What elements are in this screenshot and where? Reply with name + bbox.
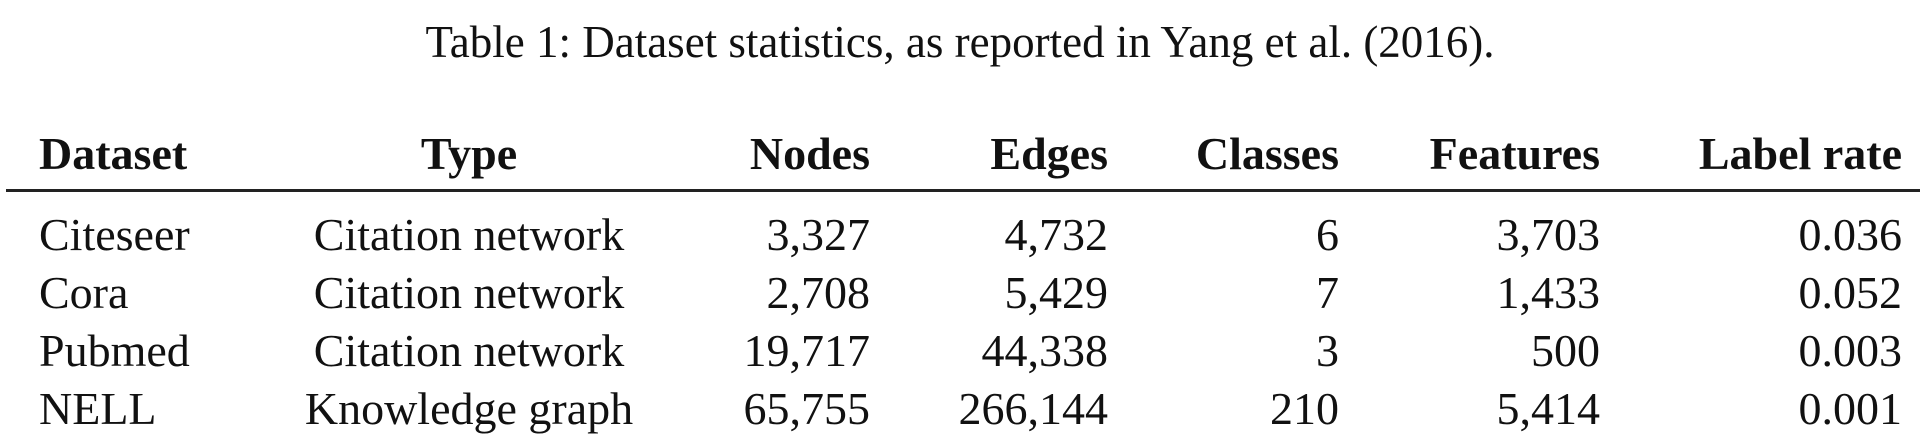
header-cell: Type <box>420 128 518 179</box>
table-cell: Knowledge graph <box>304 383 634 434</box>
table-cell: 266,144 <box>958 383 1109 434</box>
table-cell: NELL <box>39 383 157 434</box>
header-cell: Edges <box>990 128 1108 179</box>
table-caption: Table 1: Dataset statistics, as reported… <box>425 17 1495 67</box>
table-cell: 2,708 <box>766 267 871 318</box>
header-cell: Dataset <box>39 128 188 179</box>
table-cell: 5,414 <box>1496 383 1601 434</box>
table-cell: 3,327 <box>766 209 871 260</box>
table-cell: Citeseer <box>39 209 190 260</box>
header-rule <box>6 189 1920 192</box>
table-cell: 500 <box>1531 325 1600 376</box>
table-cell: Citation network <box>313 209 625 260</box>
table-cell: 3,703 <box>1496 209 1601 260</box>
table-cell: 44,338 <box>981 325 1109 376</box>
table-cell: 7 <box>1316 267 1339 318</box>
header-cell: Nodes <box>749 128 870 179</box>
table-cell: Pubmed <box>39 325 190 376</box>
table-cell: 3 <box>1316 325 1339 376</box>
table-cell: Citation network <box>313 267 625 318</box>
table-cell: 4,732 <box>1004 209 1109 260</box>
header-cell: Classes <box>1195 128 1339 179</box>
table-cell: 6 <box>1316 209 1339 260</box>
header-cell: Label rate <box>1698 128 1902 179</box>
table-cell: 1,433 <box>1496 267 1601 318</box>
table-cell: 0.052 <box>1798 267 1903 318</box>
table-cell: 0.003 <box>1798 325 1903 376</box>
table-cell: 5,429 <box>1004 267 1109 318</box>
table-cell: 19,717 <box>743 325 871 376</box>
header-cell: Features <box>1429 128 1600 179</box>
table-cell: 65,755 <box>743 383 871 434</box>
table-cell: 0.036 <box>1798 209 1903 260</box>
table-cell: Citation network <box>313 325 625 376</box>
table-cell: 210 <box>1270 383 1339 434</box>
table-cell: Cora <box>39 267 129 318</box>
table-cell: 0.001 <box>1798 383 1903 434</box>
